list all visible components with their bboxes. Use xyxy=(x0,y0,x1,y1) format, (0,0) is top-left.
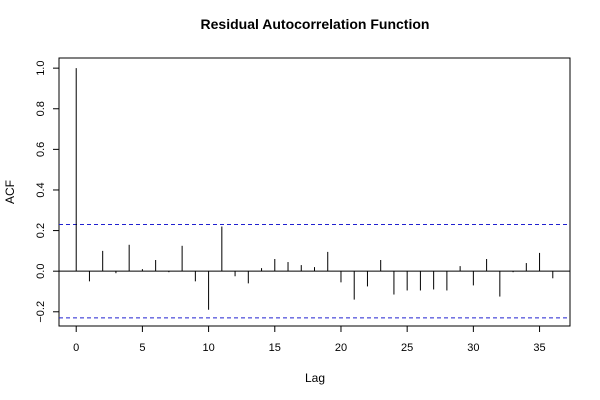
x-tick-label: 30 xyxy=(467,342,479,354)
plot-area xyxy=(59,68,570,319)
x-tick-label: 0 xyxy=(73,342,79,354)
y-tick-label: 0.6 xyxy=(35,142,47,157)
x-tick-label: 35 xyxy=(533,342,545,354)
x-axis-label: Lag xyxy=(305,371,325,385)
x-axis: 0 5 10 15 20 25 30 35 xyxy=(73,325,546,354)
y-axis: −0.2 0.0 0.2 0.4 0.6 0.8 1.0 xyxy=(35,61,60,323)
x-tick-label: 10 xyxy=(202,342,214,354)
y-tick-label: 1.0 xyxy=(35,61,47,76)
y-tick-label: 0.4 xyxy=(35,182,47,197)
y-tick-label: 0.8 xyxy=(35,101,47,116)
x-tick-label: 20 xyxy=(335,342,347,354)
y-tick-label: −0.2 xyxy=(35,301,47,323)
y-tick-label: 0.2 xyxy=(35,223,47,238)
x-tick-label: 15 xyxy=(269,342,281,354)
y-tick-label: 0.0 xyxy=(35,264,47,279)
plot-frame xyxy=(58,57,571,327)
y-axis-label: ACF xyxy=(3,180,17,204)
x-tick-label: 5 xyxy=(139,342,145,354)
x-tick-label: 25 xyxy=(401,342,413,354)
chart-title: Residual Autocorrelation Function xyxy=(201,16,430,32)
